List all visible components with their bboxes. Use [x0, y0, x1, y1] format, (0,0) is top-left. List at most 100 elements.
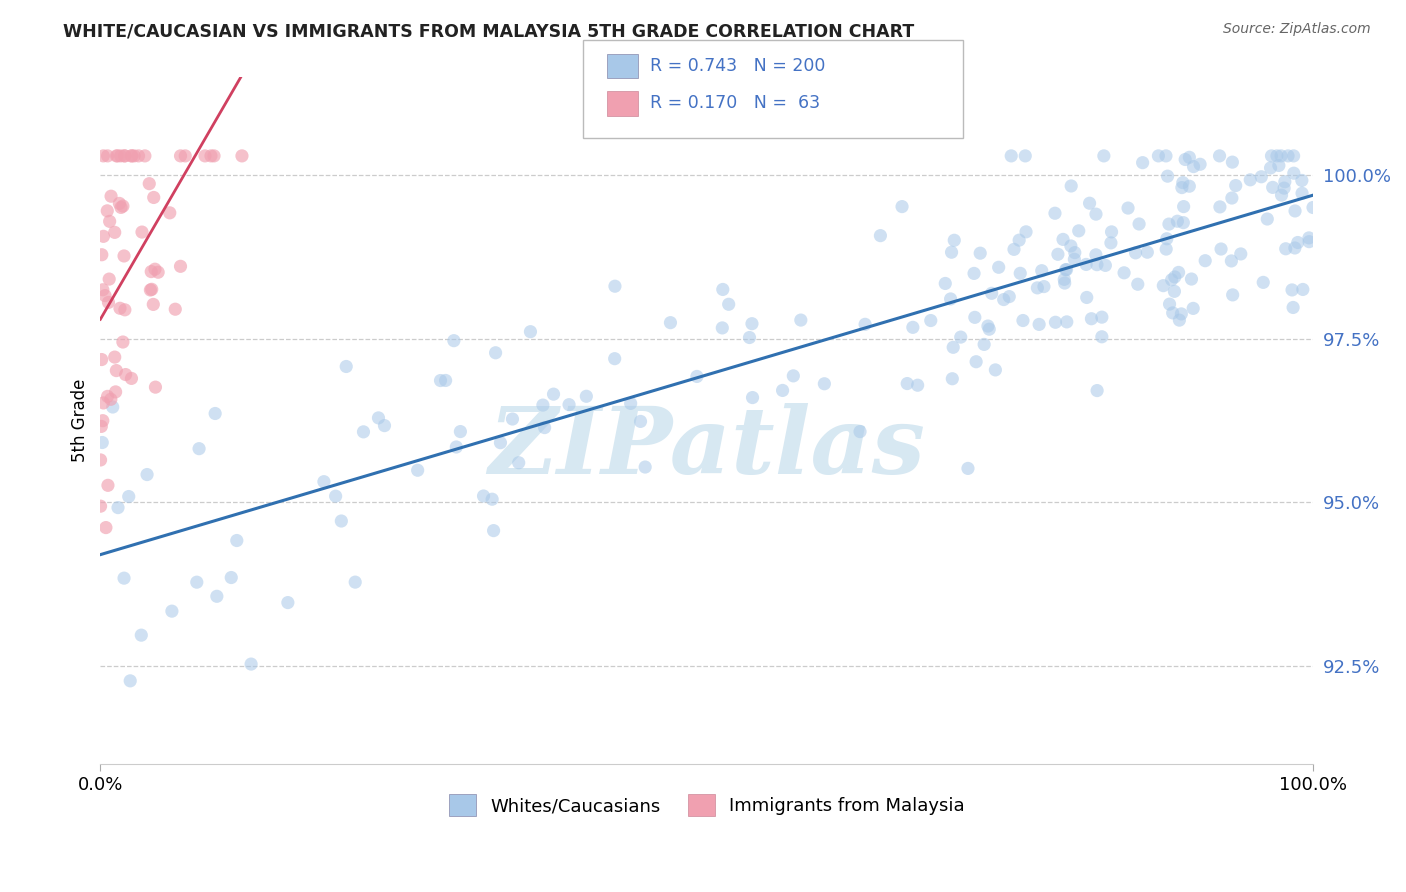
Point: [107, 500, 129, 515]
Point: [1164, 269, 1187, 284]
Point: [93, 396, 115, 410]
Point: [90, 499, 112, 513]
Point: [1160, 273, 1182, 287]
Point: [141, 264, 163, 278]
Point: [1189, 157, 1212, 171]
Point: [104, 350, 127, 364]
Point: [531, 398, 554, 412]
Point: [853, 318, 876, 332]
Point: [111, 199, 134, 213]
Point: [1272, 181, 1295, 195]
Point: [984, 363, 1007, 377]
Point: [118, 490, 141, 504]
Point: [977, 319, 1000, 334]
Point: [188, 442, 211, 456]
Point: [1076, 290, 1098, 304]
Point: [97, 149, 120, 163]
Point: [91, 435, 114, 450]
Text: R = 0.743   N = 200: R = 0.743 N = 200: [650, 57, 825, 75]
Point: [1080, 311, 1102, 326]
Point: [1010, 266, 1032, 280]
Point: [934, 277, 956, 291]
Point: [738, 330, 761, 344]
Point: [1292, 282, 1315, 296]
Point: [142, 190, 165, 204]
Point: [128, 149, 150, 163]
Point: [1132, 155, 1154, 169]
Point: [1012, 313, 1035, 327]
Point: [205, 589, 228, 603]
Text: ZIPatlas: ZIPatlas: [488, 403, 925, 493]
Point: [114, 149, 136, 163]
Point: [1291, 173, 1313, 187]
Point: [1053, 276, 1076, 290]
Point: [1031, 263, 1053, 277]
Point: [1056, 262, 1078, 277]
Point: [90, 248, 112, 262]
Point: [1270, 149, 1292, 163]
Point: [901, 320, 924, 334]
Point: [277, 596, 299, 610]
Point: [225, 533, 247, 548]
Point: [1225, 178, 1247, 193]
Point: [963, 310, 986, 325]
Point: [1161, 306, 1184, 320]
Point: [231, 149, 253, 163]
Point: [204, 407, 226, 421]
Point: [1002, 243, 1025, 257]
Point: [186, 575, 208, 590]
Point: [143, 262, 166, 277]
Point: [146, 265, 169, 279]
Point: [1208, 149, 1230, 163]
Point: [1099, 235, 1122, 250]
Point: [1026, 281, 1049, 295]
Point: [98, 272, 121, 286]
Point: [446, 440, 468, 454]
Point: [104, 225, 127, 239]
Point: [194, 149, 217, 163]
Point: [1265, 149, 1288, 163]
Point: [969, 246, 991, 260]
Point: [1173, 200, 1195, 214]
Point: [129, 628, 152, 642]
Point: [1092, 149, 1115, 163]
Point: [849, 425, 872, 439]
Point: [1274, 175, 1296, 189]
Point: [1136, 245, 1159, 260]
Point: [1125, 245, 1147, 260]
Point: [1260, 161, 1282, 175]
Point: [90, 352, 112, 367]
Point: [114, 302, 136, 317]
Point: [101, 400, 124, 414]
Point: [104, 384, 127, 399]
Point: [131, 225, 153, 239]
Point: [142, 297, 165, 311]
Point: [112, 249, 135, 263]
Point: [1045, 315, 1067, 329]
Point: [1298, 235, 1320, 249]
Point: [980, 286, 1002, 301]
Point: [1085, 207, 1108, 221]
Point: [443, 334, 465, 348]
Point: [1056, 315, 1078, 329]
Point: [1239, 173, 1261, 187]
Point: [941, 245, 963, 260]
Point: [896, 376, 918, 391]
Point: [1076, 257, 1098, 271]
Point: [484, 345, 506, 359]
Point: [120, 673, 142, 688]
Point: [121, 371, 143, 385]
Point: [373, 418, 395, 433]
Point: [1154, 242, 1177, 256]
Point: [1302, 201, 1324, 215]
Point: [169, 260, 191, 274]
Point: [1229, 247, 1251, 261]
Point: [200, 149, 222, 163]
Point: [165, 302, 187, 317]
Point: [1060, 239, 1083, 253]
Point: [741, 391, 763, 405]
Point: [97, 478, 120, 492]
Point: [717, 297, 740, 311]
Point: [1286, 235, 1309, 250]
Point: [1194, 253, 1216, 268]
